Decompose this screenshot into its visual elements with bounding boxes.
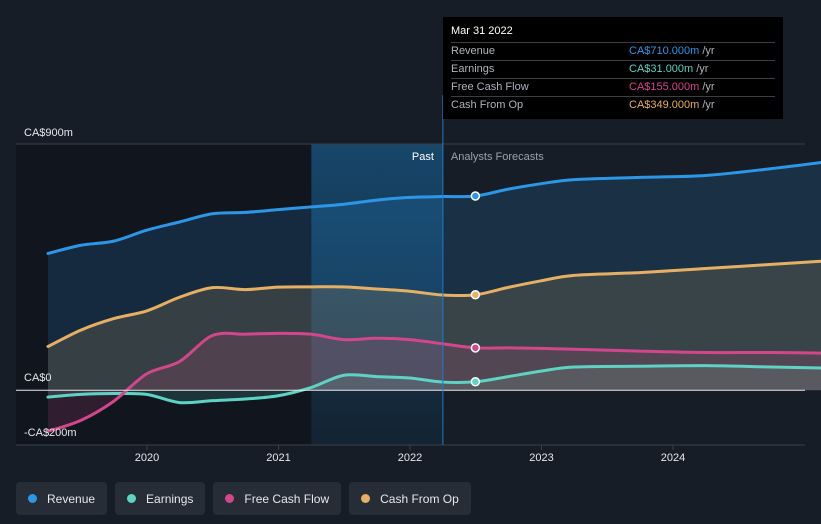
cash-from-op-area (48, 261, 821, 391)
tooltip-date: Mar 31 2022 (451, 25, 513, 37)
tooltip-row-label: Cash From Op (451, 99, 524, 111)
tooltip-row-unit: /yr (702, 45, 715, 57)
legend-item-earnings[interactable]: Earnings (115, 482, 206, 515)
tooltip-row-unit: /yr (696, 63, 709, 75)
tooltip-row-cash-from-op: Cash From Op CA$349.000m/yr (451, 96, 775, 114)
legend-item-free-cash-flow[interactable]: Free Cash Flow (213, 482, 342, 515)
cash-from-op-line (46, 259, 821, 348)
x-tick-label: 2020 (135, 452, 159, 464)
legend-label: Free Cash Flow (244, 491, 330, 506)
tooltip-row-revenue: Revenue CA$710.000m/yr (451, 42, 775, 60)
tooltip-row-value: CA$155.000m (629, 81, 700, 93)
legend-label: Earnings (146, 491, 194, 506)
forecast-label: Analysts Forecasts (451, 151, 544, 163)
x-tick-label: 2023 (529, 452, 553, 464)
tooltip-row-value: CA$710.000m (629, 45, 700, 57)
y-axis-bottom-label: -CA$200m (24, 427, 77, 439)
x-tick-label: 2024 (661, 452, 685, 464)
y-axis-zero-label: CA$0 (24, 372, 52, 384)
tooltip: Mar 31 2022 Revenue CA$710.000m/yr Earning… (443, 17, 783, 119)
legend-dot-icon (361, 494, 371, 503)
tooltip-row-label: Earnings (451, 63, 495, 75)
tooltip-row-unit: /yr (702, 81, 715, 93)
tooltip-row-earnings: Earnings CA$31.000m/yr (451, 60, 775, 78)
free-cash-flow-marker[interactable] (470, 343, 481, 353)
earnings-line (46, 364, 821, 405)
earnings-marker[interactable] (470, 377, 481, 387)
legend: Revenue Earnings Free Cash Flow Cash From O… (16, 482, 471, 515)
x-tick-label: 2022 (398, 452, 422, 464)
revenue-line (46, 160, 821, 255)
legend-dot-icon (28, 494, 37, 503)
revenue-marker[interactable] (470, 191, 481, 201)
earnings-area (48, 365, 821, 403)
legend-item-revenue[interactable]: Revenue (16, 482, 108, 515)
past-label: Past (412, 151, 434, 163)
tooltip-row-label: Free Cash Flow (451, 81, 529, 93)
legend-label: Cash From Op (380, 491, 459, 506)
tooltip-row-free-cash-flow: Free Cash Flow CA$155.000m/yr (451, 78, 775, 96)
y-axis-top-label: CA$900m (24, 127, 73, 139)
past-highlight-band (311, 144, 443, 445)
legend-dot-icon (127, 494, 137, 503)
cash-from-op-marker[interactable] (470, 290, 481, 300)
legend-item-cash-from-op[interactable]: Cash From Op (349, 482, 471, 515)
free-cash-flow-line (46, 331, 821, 433)
tooltip-row-value: CA$349.000m (629, 99, 700, 111)
tooltip-row-unit: /yr (702, 99, 715, 111)
x-tick-label: 2021 (266, 452, 290, 464)
legend-label: Revenue (47, 491, 96, 506)
legend-dot-icon (225, 494, 235, 503)
tooltip-row-value: CA$31.000m (629, 63, 694, 75)
tooltip-row-label: Revenue (451, 45, 496, 57)
